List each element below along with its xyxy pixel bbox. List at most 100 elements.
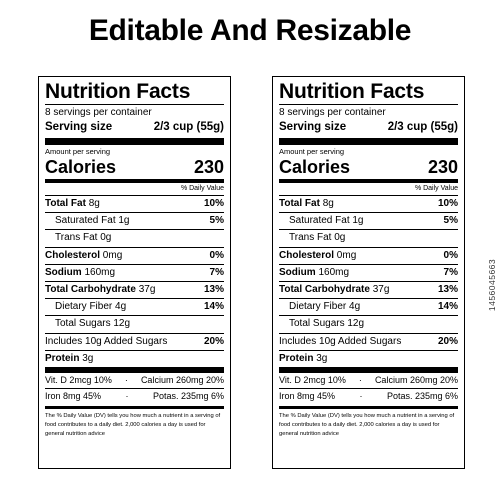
nutrition-label-right: Nutrition Facts 8 servings per container…: [272, 76, 465, 469]
vitamin-left: Vit. D 2mcg 10%: [45, 375, 112, 386]
footnote: The % Daily Value (DV) tells you how muc…: [45, 413, 221, 438]
nutrient-name: Includes 10g Added Sugars: [279, 335, 402, 347]
nutrient-percent: 7%: [209, 266, 224, 278]
nutrient-amount: 8g: [322, 198, 334, 209]
amount-per-serving: Amount per serving: [279, 147, 345, 156]
nutrient-row-total-sugars: Total Sugars 12g: [279, 316, 458, 334]
nutrient-name: Total Fat: [45, 198, 86, 209]
vitamin-left: Iron 8mg 45%: [45, 391, 102, 402]
nutrient-name: Total Carbohydrate: [279, 284, 370, 296]
nutrient-row-total-carbohydrate: Total Carbohydrate 37g 13%: [45, 282, 224, 300]
servings-per-container: 8 servings per container: [279, 104, 458, 119]
nutrient-name: Sodium: [279, 266, 316, 278]
nutrient-row-added-sugars: Includes 10g Added Sugars 20%: [279, 334, 458, 351]
nutrient-row-cholesterol: Cholesterol 0mg 0%: [279, 248, 458, 265]
nutrient-amount: 8g: [88, 198, 100, 209]
nutrient-percent: 13%: [437, 284, 458, 296]
serving-size-label: Serving size: [45, 121, 113, 133]
nutrient-name: Total Carbohydrate: [45, 284, 136, 296]
divider-thick: [279, 138, 458, 145]
nutrient-percent: 5%: [443, 215, 458, 227]
nutrient-percent: 20%: [203, 335, 224, 347]
nutrient-percent: 13%: [203, 284, 224, 296]
nutrient-name: Trans Fat 0g: [289, 232, 346, 244]
label-title: Nutrition Facts: [279, 80, 425, 103]
nutrient-amount: 37g: [372, 284, 390, 296]
servings-per-container: 8 servings per container: [45, 104, 224, 119]
nutrient-name: Protein: [45, 352, 80, 364]
serving-size-label: Serving size: [279, 121, 347, 133]
nutrient-name: Saturated Fat 1g: [55, 215, 130, 227]
nutrient-name: Protein: [279, 352, 314, 364]
serving-size: Serving size 2/3 cup (55g): [279, 119, 458, 136]
nutrient-row-total-sugars: Total Sugars 12g: [45, 316, 224, 334]
nutrient-row-sodium: Sodium 160mg 7%: [279, 265, 458, 283]
nutrient-percent: 0%: [209, 249, 224, 261]
nutrient-percent: 5%: [209, 215, 224, 227]
nutrient-row-added-sugars: Includes 10g Added Sugars 20%: [45, 334, 224, 351]
serving-size-value: 2/3 cup (55g): [387, 121, 458, 133]
nutrient-row-total-carbohydrate: Total Carbohydrate 37g 13%: [279, 282, 458, 300]
serving-size: Serving size 2/3 cup (55g): [45, 119, 224, 136]
nutrient-percent: 14%: [437, 301, 458, 313]
nutrient-name: Total Sugars 12g: [55, 318, 131, 330]
vitamin-right: Calcium 260mg 20%: [140, 375, 224, 386]
nutrient-name: Dietary Fiber 4g: [289, 301, 361, 313]
calories-row: Calories 230: [279, 157, 458, 177]
nutrient-row-trans-fat: Trans Fat 0g: [279, 230, 458, 248]
vitamin-row: Vit. D 2mcg 10% · Calcium 260mg 20%: [45, 373, 224, 390]
vitamin-right: Potas. 235mg 6%: [386, 391, 458, 402]
nutrient-row-cholesterol: Cholesterol 0mg 0%: [45, 248, 224, 265]
vitamin-row: Iron 8mg 45% · Potas. 235mg 6%: [45, 389, 224, 404]
nutrient-row-dietary-fiber: Dietary Fiber 4g 14%: [45, 299, 224, 317]
nutrient-amount: 37g: [138, 284, 156, 296]
nutrient-row-total-fat: Total Fat 8g 10%: [279, 196, 458, 214]
nutrient-percent: 10%: [203, 198, 224, 209]
vitamin-row: Vit. D 2mcg 10% · Calcium 260mg 20%: [279, 373, 458, 390]
nutrient-row-trans-fat: Trans Fat 0g: [45, 230, 224, 248]
divider-medium: [279, 179, 458, 183]
nutrient-row-saturated-fat: Saturated Fat 1g 5%: [279, 213, 458, 231]
vitamin-right: Potas. 235mg 6%: [152, 391, 224, 402]
calories-label: Calories: [279, 157, 351, 177]
nutrient-row-sodium: Sodium 160mg 7%: [45, 265, 224, 283]
nutrient-percent: 0%: [443, 249, 458, 261]
vitamin-left: Iron 8mg 45%: [279, 391, 336, 402]
nutrition-label-left: Nutrition Facts 8 servings per container…: [38, 76, 231, 469]
nutrient-amount: 0mg: [102, 249, 123, 261]
divider-medium: [45, 179, 224, 183]
nutrient-percent: 10%: [437, 198, 458, 209]
calories-label: Calories: [45, 157, 117, 177]
divider-thick: [45, 138, 224, 145]
nutrient-name: Trans Fat 0g: [55, 232, 112, 244]
nutrient-amount: 160mg: [318, 266, 350, 278]
daily-value-header: % Daily Value: [279, 183, 458, 196]
vitamin-left: Vit. D 2mcg 10%: [279, 375, 346, 386]
nutrient-name: Includes 10g Added Sugars: [45, 335, 168, 347]
vitamin-separator: ·: [358, 375, 362, 386]
divider-thick: [279, 367, 458, 374]
nutrient-name: Saturated Fat 1g: [289, 215, 364, 227]
nutrient-name: Total Sugars 12g: [289, 318, 365, 330]
nutrient-row-dietary-fiber: Dietary Fiber 4g 14%: [279, 299, 458, 317]
nutrient-name: Total Fat: [279, 198, 320, 209]
nutrient-row-saturated-fat: Saturated Fat 1g 5%: [45, 213, 224, 231]
divider-medium: [45, 406, 224, 410]
calories-value: 230: [427, 157, 458, 177]
nutrient-percent: 14%: [203, 301, 224, 313]
nutrient-row-total-fat: Total Fat 8g 10%: [45, 196, 224, 214]
nutrient-row-protein: Protein 3g: [279, 351, 458, 367]
nutrient-row-protein: Protein 3g: [45, 351, 224, 367]
footnote: The % Daily Value (DV) tells you how muc…: [279, 413, 455, 438]
calories-value: 230: [193, 157, 224, 177]
nutrient-name: Cholesterol: [279, 249, 335, 261]
nutrient-amount: 160mg: [84, 266, 116, 278]
stock-id: 1456045663: [487, 258, 497, 312]
headline: Editable And Resizable: [88, 14, 412, 47]
vitamin-row: Iron 8mg 45% · Potas. 235mg 6%: [279, 389, 458, 404]
serving-size-value: 2/3 cup (55g): [153, 121, 224, 133]
nutrient-amount: 3g: [316, 352, 328, 364]
nutrient-name: Sodium: [45, 266, 82, 278]
vitamin-separator: ·: [124, 375, 128, 386]
amount-per-serving: Amount per serving: [45, 147, 111, 156]
